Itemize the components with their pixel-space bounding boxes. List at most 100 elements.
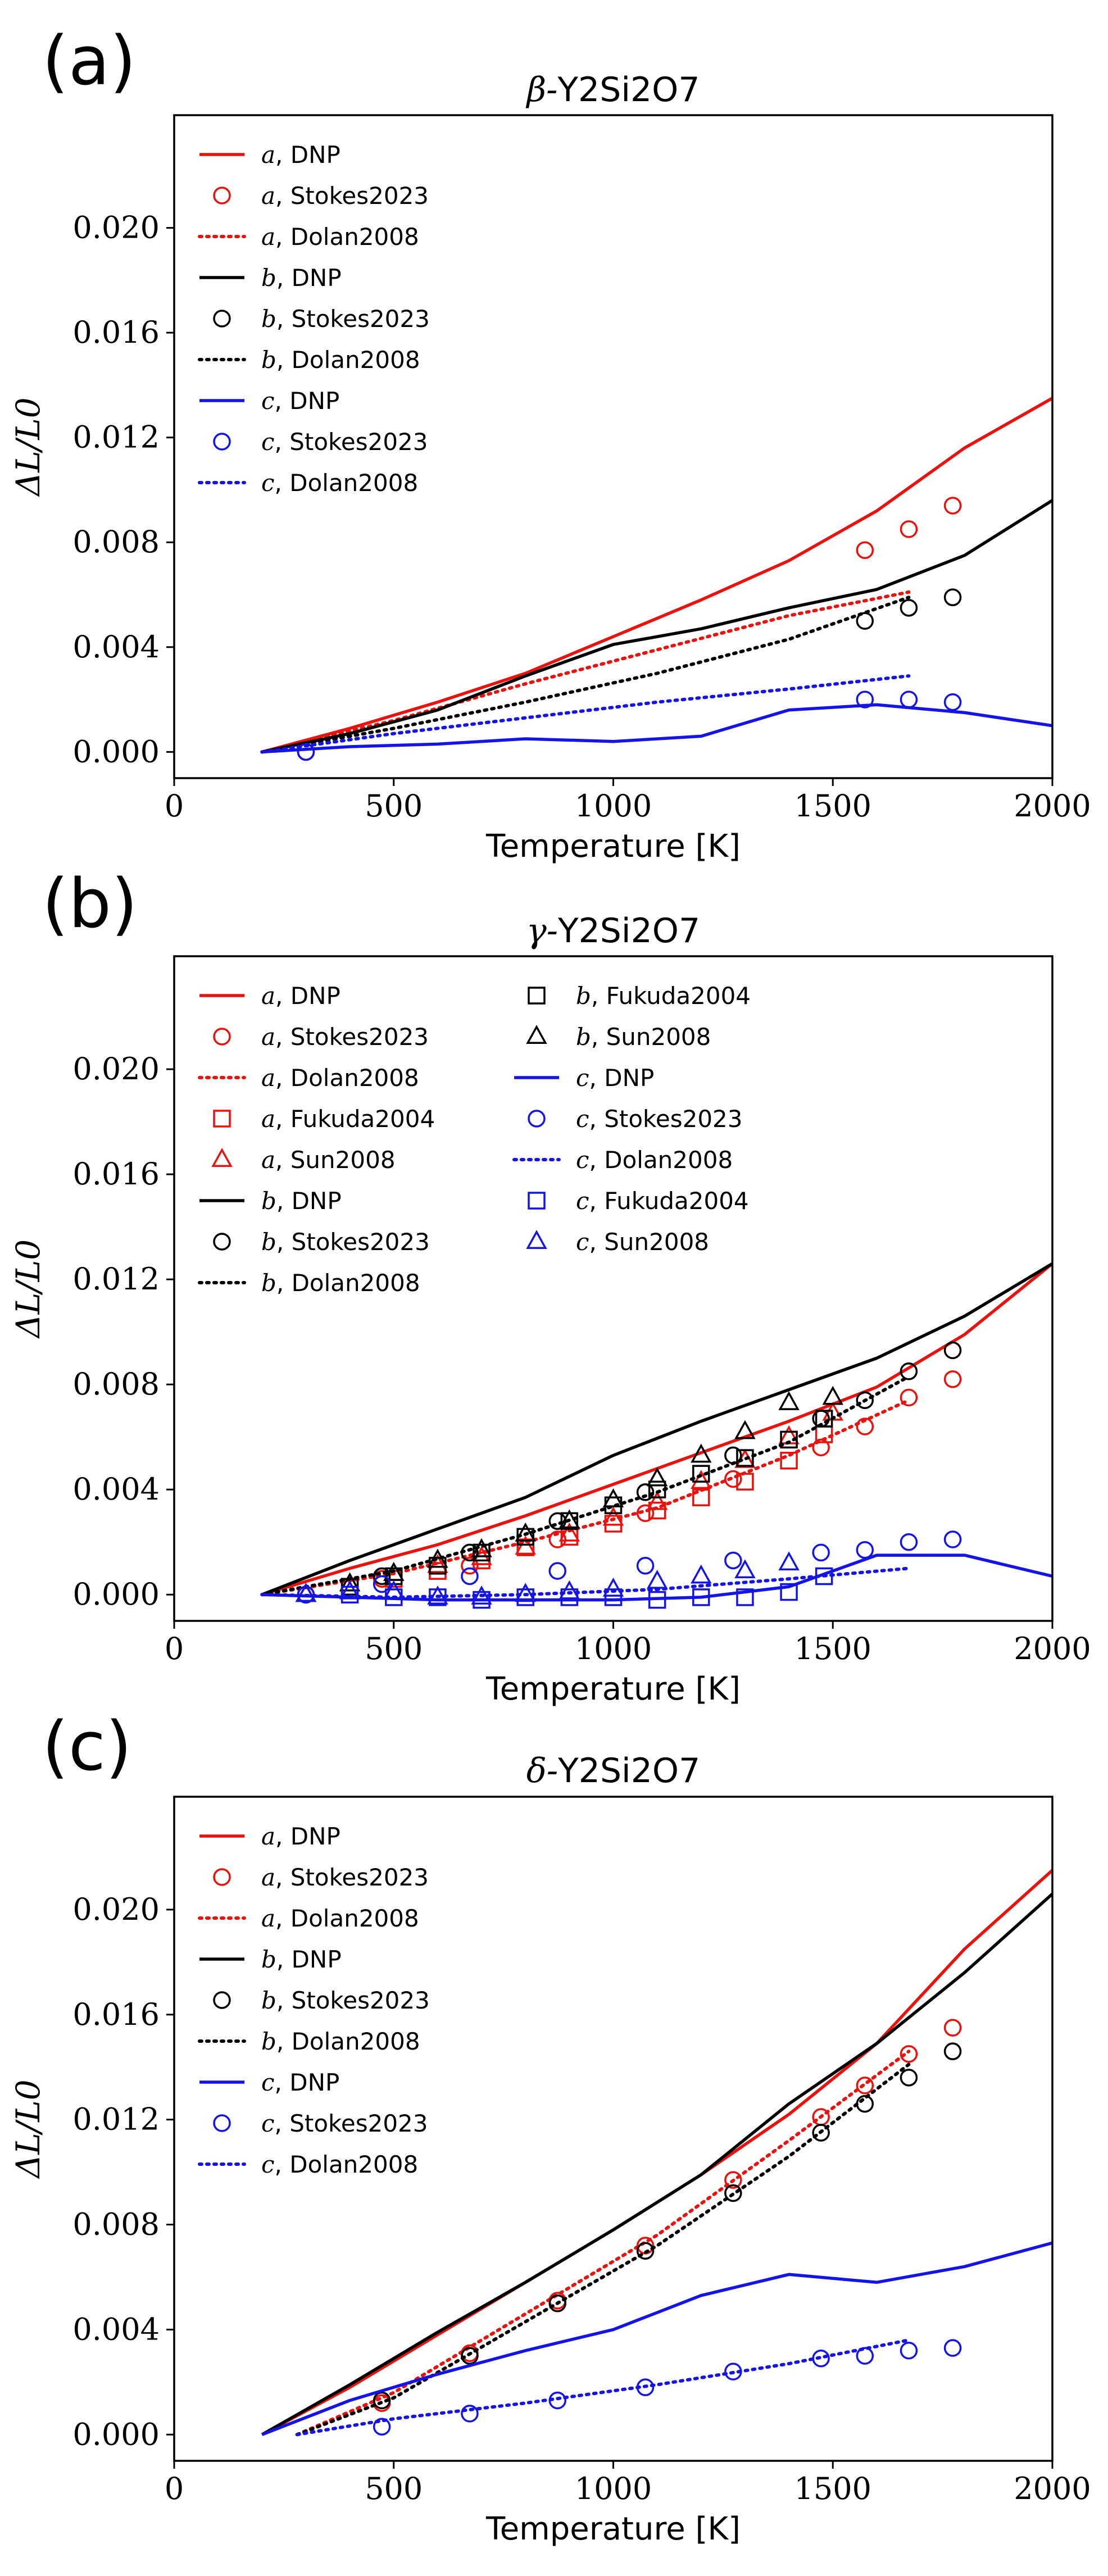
series-b-stokes2023-point [856,1391,874,1409]
series-c-sun2008-point [515,1583,536,1602]
legend-swatch [213,1233,231,1251]
legend-item-c-dolan2008: c, Dolan2008 [198,469,418,497]
x-axis-label: Temperature [K] [485,2511,741,2547]
series-b-fukuda2004-point [648,1480,666,1498]
series-b-sun2008-point [471,1538,492,1557]
series-a-sun2008-point [691,1470,712,1489]
y-tick-label: 0.020 [72,210,160,246]
series-b-stokes2023-point [943,2042,962,2060]
legend-label: a, Sun2008 [261,1146,396,1174]
legend-item-b-stokes2023: b, Stokes2023 [213,1987,430,2014]
series-b-dolan2008-line [260,596,911,754]
legend-item-b-fukuda2004: b, Fukuda2004 [528,982,751,1010]
series-b-sun2008-point [383,1561,405,1581]
legend-label: a, DNP [261,141,340,169]
series-b-stokes2023-point [548,2294,566,2313]
legend-label: b, Fukuda2004 [576,982,751,1010]
series-c-stokes2023-point [943,693,962,711]
legend-label: c, Stokes2023 [576,1105,743,1133]
y-tick-label: 0.000 [72,2416,160,2452]
series-b-sun2008-point [558,1509,580,1529]
series-a-dolan2008-line [295,2050,911,2437]
y-tick-label: 0.016 [72,1997,160,2032]
series-b-dolan2008-line [295,2062,911,2437]
series-c-stokes2023-point [943,2339,962,2357]
x-tick-label: 2000 [1014,788,1091,824]
series-c-stokes2023-point [900,690,918,708]
series-a-stokes2023-point [548,1530,566,1548]
series-c-stokes2023-point [636,1557,655,1575]
legend-label: c, DNP [576,1064,654,1092]
legend-item-a-dolan2008: a, Dolan2008 [198,1064,419,1092]
legend-label: b, Stokes2023 [261,1228,430,1256]
legend-label: a, Stokes2023 [261,1864,429,1891]
plot-area [260,397,1052,761]
y-axis-label: ΔL/L0 [9,397,47,497]
legend-label: b, DNP [261,1946,342,1973]
series-c-stokes2023-point [856,1541,874,1559]
chart-panel-a: (a) β-Y2Si2O7 0 500 1000 1500 2000 0.000 0.004 0.… [9,22,1091,865]
y-tick-label: 0.008 [72,2207,160,2242]
series-a-stokes2023-point [943,497,962,515]
x-tick-label: 1000 [575,788,652,824]
series-c-sun2008-point [778,1551,800,1571]
x-tick-label: 0 [165,2471,184,2506]
series-c-stokes2023-point [373,2418,391,2436]
series-b-stokes2023-point [943,1341,962,1360]
legend: a, DNP a, Stokes2023 a, Dolan2008 b, DNP b, … [198,141,430,497]
series-c-stokes2023-point [297,743,315,761]
series-c-stokes2023-point [943,1530,962,1548]
legend-swatch [213,1028,231,1046]
series-a-fukuda2004-point [780,1452,798,1470]
legend-swatch [211,1148,233,1167]
x-tick-label: 1000 [575,1631,652,1666]
x-axis-label: Temperature [K] [485,828,741,865]
series-a-stokes2023-point [461,1557,479,1575]
series-c-fukuda2004-point [516,1588,534,1606]
series-a-stokes2023-point [856,2077,874,2095]
panel-letter: (c) [42,1708,132,1786]
legend-label: a, Dolan2008 [261,1064,419,1092]
legend-label: c, Sun2008 [576,1228,709,1256]
series-b-sun2008-point [734,1420,756,1439]
y-tick-label: 0.004 [72,629,160,665]
legend-label: a, Fukuda2004 [261,1105,435,1133]
series-c-dolan2008-line [260,1566,911,1599]
series-c-sun2008-point [602,1578,624,1597]
legend-label: c, DNP [261,2069,339,2096]
legend-item-b-stokes2023: b, Stokes2023 [213,1228,430,1256]
x-tick-label: 1500 [794,788,871,824]
legend-label: a, Stokes2023 [261,1023,429,1051]
legend-swatch [213,310,231,328]
y-tick-label: 0.008 [72,1366,160,1402]
legend-swatch [213,1110,231,1128]
series-c-fukuda2004-point [736,1588,754,1606]
series-c-stokes2023-point [373,1575,391,1593]
series-a-stokes2023-point [900,1388,918,1407]
legend-label: a, DNP [261,1823,340,1850]
series-a-stokes2023-point [943,2019,962,2037]
x-tick-label: 500 [365,2471,423,2506]
series-c-sun2008-point [471,1585,492,1605]
legend-swatch [213,2114,231,2132]
series-a-stokes2023-point [943,1370,962,1388]
x-tick-label: 2000 [1014,2471,1091,2506]
series-b-dnp-line [261,1892,1052,2436]
x-tick-label: 500 [365,1631,423,1666]
series-c-stokes2023-point [856,2347,874,2365]
legend: a, DNP a, Stokes2023 a, Dolan2008 a, Fukuda… [198,982,751,1297]
legend-label: c, Dolan2008 [261,469,418,497]
legend-label: a, Dolan2008 [261,1905,419,1932]
legend: a, DNP a, Stokes2023 a, Dolan2008 b, DNP b, … [198,1823,430,2178]
series-a-fukuda2004-point [692,1488,710,1506]
series-c-sun2008-point [558,1580,580,1600]
series-b-sun2008-point [427,1548,448,1568]
legend-swatch [528,987,546,1005]
series-c-dnp-line [262,1553,1052,1602]
series-c-fukuda2004-point [815,1567,833,1585]
series-a-stokes2023-point [636,1504,655,1523]
legend-item-b-sun2008: b, Sun2008 [526,1023,711,1051]
series-b-stokes2023-point [943,588,962,606]
x-tick-label: 0 [165,1631,184,1666]
legend-item-b-dnp: b, DNP [199,264,342,292]
